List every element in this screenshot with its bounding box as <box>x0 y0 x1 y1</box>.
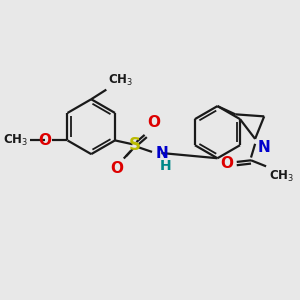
Text: O: O <box>148 115 160 130</box>
Text: H: H <box>160 158 172 172</box>
Text: O: O <box>220 156 233 171</box>
Text: CH$_3$: CH$_3$ <box>3 133 29 148</box>
Text: O: O <box>110 161 123 176</box>
Text: N: N <box>155 146 168 160</box>
Text: CH$_3$: CH$_3$ <box>269 169 294 184</box>
Text: O: O <box>38 133 51 148</box>
Text: CH$_3$: CH$_3$ <box>108 73 133 88</box>
Text: N: N <box>257 140 270 155</box>
Text: S: S <box>129 136 141 154</box>
